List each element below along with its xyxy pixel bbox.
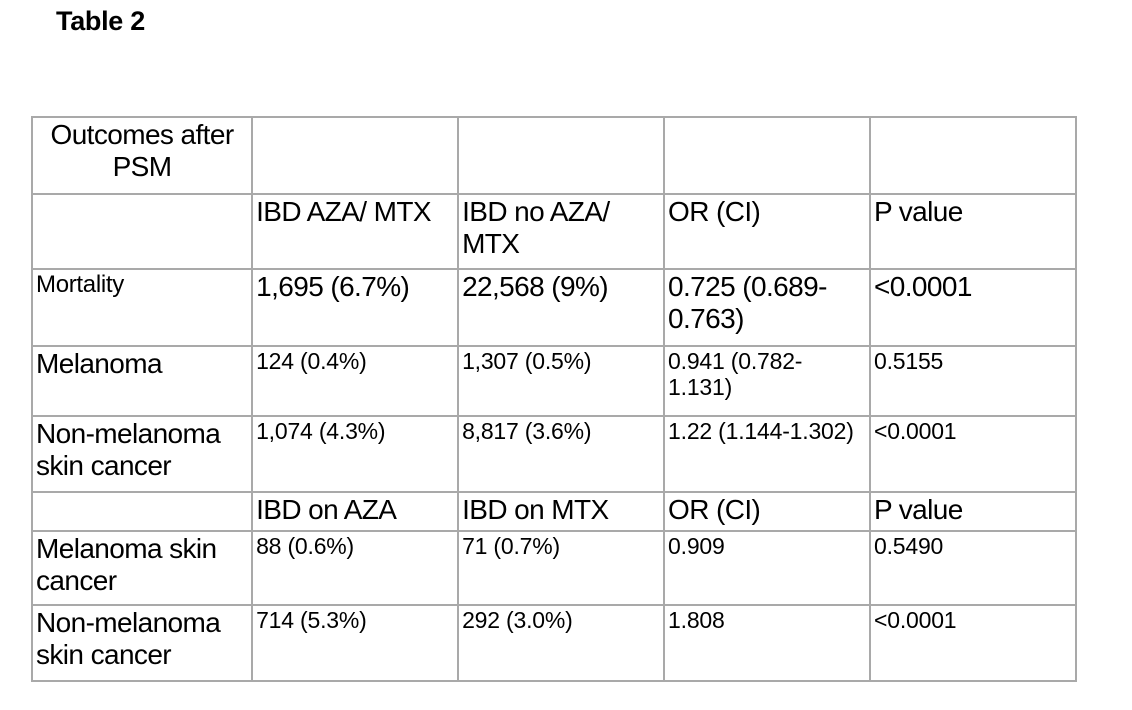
or-cell: 0.725 (0.689-0.763) xyxy=(663,268,871,347)
header-cell-p-value: P value xyxy=(869,491,1077,532)
table-subheader-row: IBD on AZA IBD on MTX OR (CI) P value xyxy=(30,491,1077,532)
value-cell: 1,695 (6.7%) xyxy=(251,268,460,347)
results-table: Outcomes after PSM IBD AZA/ MTX IBD no A… xyxy=(30,116,1077,682)
table-row: Melanoma 124 (0.4%) 1,307 (0.5%) 0.941 (… xyxy=(30,345,1077,417)
table-row: Non-melanoma skin cancer 1,074 (4.3%) 8,… xyxy=(30,415,1077,493)
value-cell: 714 (5.3%) xyxy=(251,604,460,682)
or-cell: 0.909 xyxy=(663,530,871,606)
value-cell: 22,568 (9%) xyxy=(457,268,666,347)
row-label-cell: Non-melanoma skin cancer xyxy=(30,415,254,493)
table-header-row: IBD AZA/ MTX IBD no AZA/ MTX OR (CI) P v… xyxy=(30,193,1077,270)
p-value-cell: <0.0001 xyxy=(869,604,1077,682)
empty-cell xyxy=(251,116,460,195)
p-value-cell: 0.5490 xyxy=(869,530,1077,606)
value-cell: 88 (0.6%) xyxy=(251,530,460,606)
table-title: Table 2 xyxy=(56,6,145,36)
p-value-cell: <0.0001 xyxy=(869,415,1077,493)
empty-cell xyxy=(30,491,254,532)
or-cell: 0.941 (0.782-1.131) xyxy=(663,345,871,417)
p-value-cell: <0.0001 xyxy=(869,268,1077,347)
header-cell-or-ci: OR (CI) xyxy=(663,491,871,532)
row-label-cell: Mortality xyxy=(30,268,254,347)
value-cell: 71 (0.7%) xyxy=(457,530,666,606)
row-label-cell: Melanoma skin cancer xyxy=(30,530,254,606)
row-label-cell: Non-melanoma skin cancer xyxy=(30,604,254,682)
header-cell-p-value: P value xyxy=(869,193,1077,270)
table-row: Non-melanoma skin cancer 714 (5.3%) 292 … xyxy=(30,604,1077,682)
empty-cell xyxy=(663,116,871,195)
p-value-cell: 0.5155 xyxy=(869,345,1077,417)
header-cell-aza-mtx: IBD AZA/ MTX xyxy=(251,193,460,270)
table-row-caption: Outcomes after PSM xyxy=(30,116,1077,195)
header-cell-on-mtx: IBD on MTX xyxy=(457,491,666,532)
value-cell: 1,307 (0.5%) xyxy=(457,345,666,417)
corner-label-cell: Outcomes after PSM xyxy=(30,116,254,195)
value-cell: 124 (0.4%) xyxy=(251,345,460,417)
or-cell: 1.808 xyxy=(663,604,871,682)
header-cell-on-aza: IBD on AZA xyxy=(251,491,460,532)
value-cell: 1,074 (4.3%) xyxy=(251,415,460,493)
value-cell: 8,817 (3.6%) xyxy=(457,415,666,493)
table-row: Mortality 1,695 (6.7%) 22,568 (9%) 0.725… xyxy=(30,268,1077,347)
value-cell: 292 (3.0%) xyxy=(457,604,666,682)
or-cell: 1.22 (1.144-1.302) xyxy=(663,415,871,493)
header-cell-or-ci: OR (CI) xyxy=(663,193,871,270)
row-label-cell: Melanoma xyxy=(30,345,254,417)
empty-cell xyxy=(457,116,666,195)
empty-cell xyxy=(30,193,254,270)
empty-cell xyxy=(869,116,1077,195)
header-cell-no-aza-mtx: IBD no AZA/ MTX xyxy=(457,193,666,270)
table-row: Melanoma skin cancer 88 (0.6%) 71 (0.7%)… xyxy=(30,530,1077,606)
